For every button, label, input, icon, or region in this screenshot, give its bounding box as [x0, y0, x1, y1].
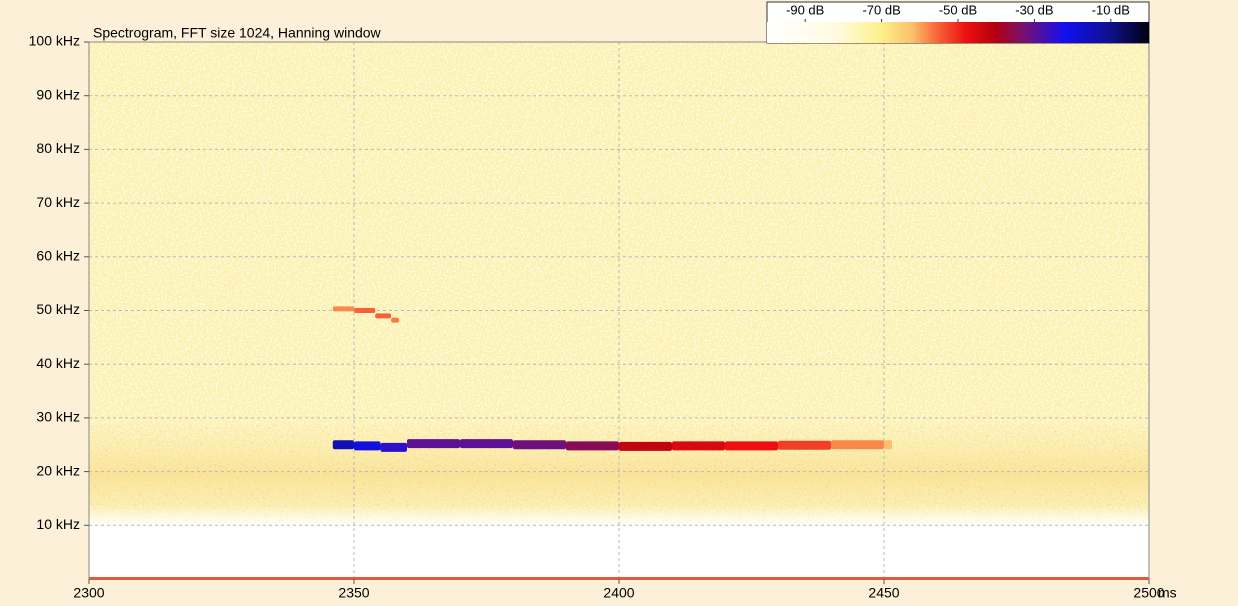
baseline — [89, 577, 1149, 580]
signal-cell — [778, 440, 831, 450]
x-tick-label: 2500 — [1133, 585, 1164, 601]
x-unit: ms — [1158, 585, 1177, 601]
signal-cell — [460, 439, 513, 449]
y-tick-label: 40 kHz — [36, 355, 80, 371]
signal-cell — [375, 313, 392, 319]
y-tick-label: 10 kHz — [36, 516, 80, 532]
signal-cell — [332, 306, 354, 312]
signal-cell — [354, 308, 376, 313]
signal-cell — [884, 440, 892, 450]
colorbar-tick-label: -70 dB — [862, 2, 900, 17]
y-tick-label: 70 kHz — [36, 194, 80, 210]
colorbar — [767, 22, 1149, 43]
y-tick-label: 80 kHz — [36, 140, 80, 156]
signal-cell — [725, 441, 778, 451]
signal-cell — [566, 441, 619, 451]
signal-cell — [831, 440, 884, 450]
signal-cell — [391, 317, 400, 323]
x-tick-label: 2400 — [603, 585, 634, 601]
y-tick-label: 90 kHz — [36, 86, 80, 102]
x-tick-label: 2350 — [338, 585, 369, 601]
y-tick-label: 30 kHz — [36, 409, 80, 425]
signal-cell — [332, 440, 354, 450]
colorbar-tick-label: -10 dB — [1092, 2, 1130, 17]
signal-cell — [619, 441, 672, 451]
signal-cell — [380, 442, 407, 452]
x-tick-label: 2300 — [73, 585, 104, 601]
y-tick-label: 50 kHz — [36, 301, 80, 317]
signal-cell — [407, 439, 460, 449]
colorbar-tick-label: -50 dB — [939, 2, 977, 17]
signal-cell — [354, 441, 381, 451]
y-tick-label: 60 kHz — [36, 248, 80, 264]
colorbar-tick-label: -30 dB — [1015, 2, 1053, 17]
y-tick-label: 100 kHz — [29, 33, 80, 49]
signal-cell — [513, 440, 566, 450]
colorbar-tick-label: -90 dB — [786, 2, 824, 17]
signal-cell — [672, 441, 725, 451]
y-tick-label: 20 kHz — [36, 462, 80, 478]
x-tick-label: 2450 — [868, 585, 899, 601]
chart-title: Spectrogram, FFT size 1024, Hanning wind… — [93, 25, 382, 41]
